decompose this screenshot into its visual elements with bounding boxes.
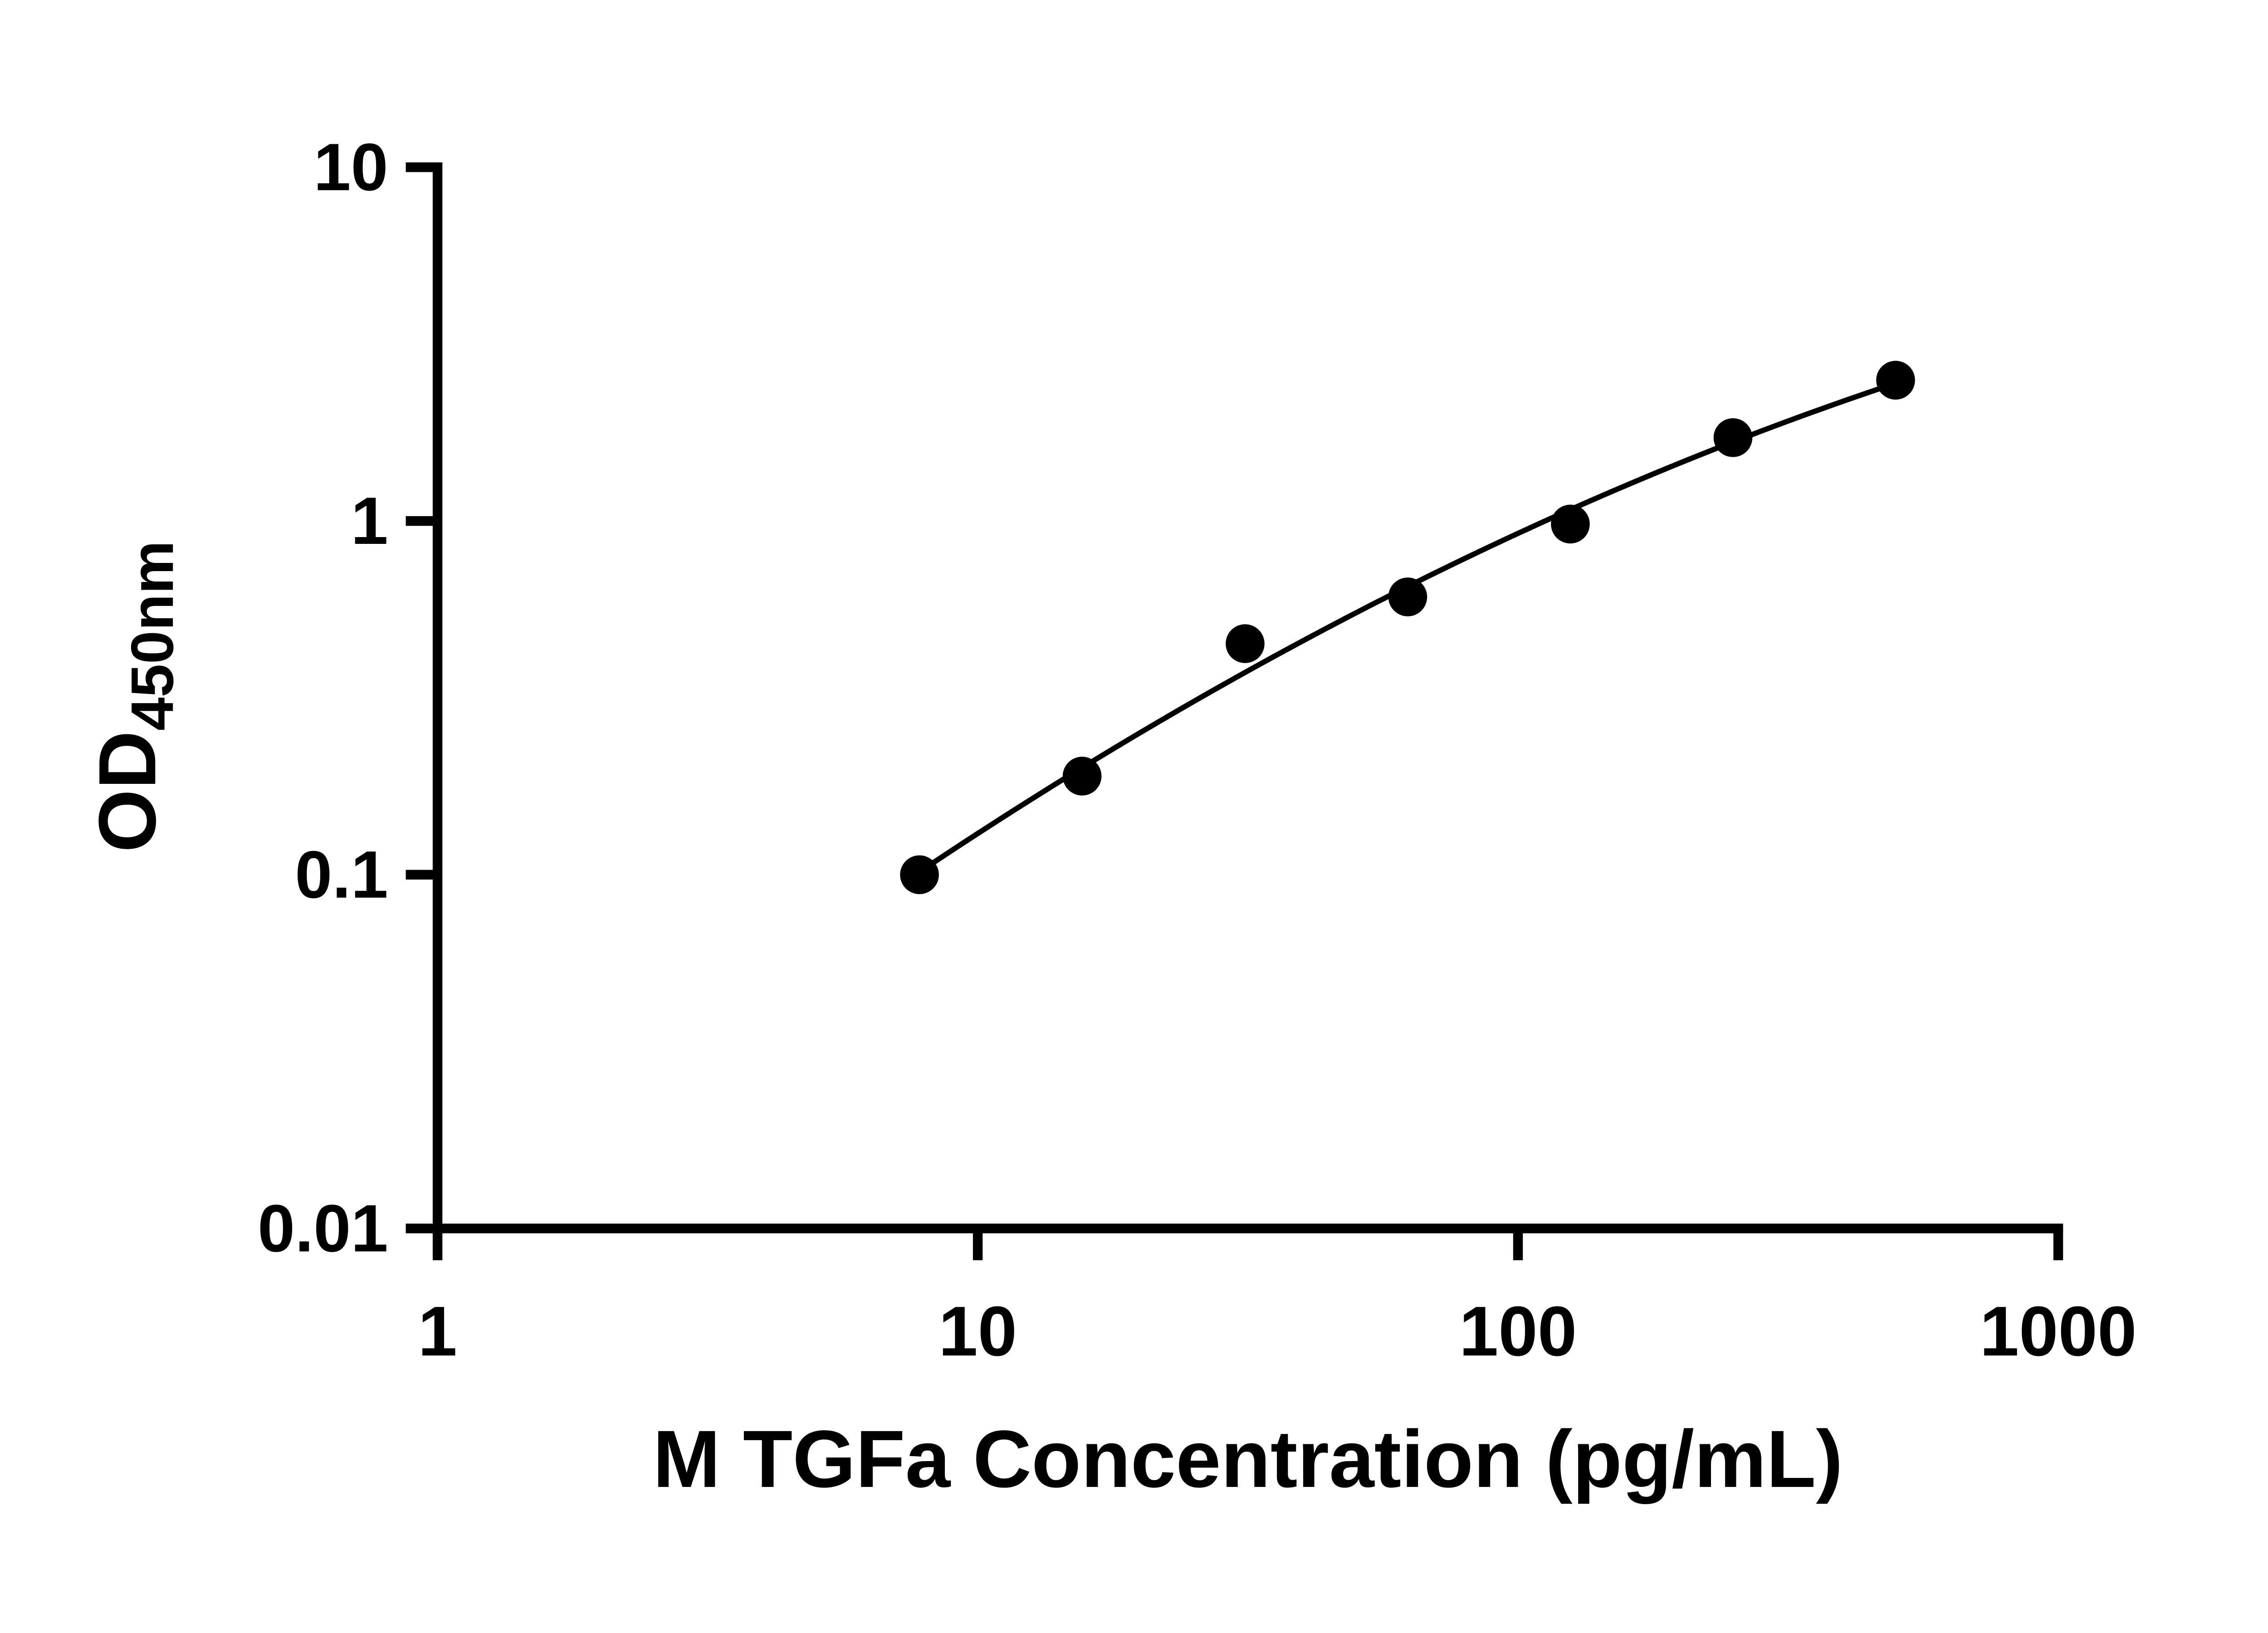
data-point — [1388, 577, 1427, 616]
data-point — [1876, 361, 1915, 400]
x-tick-label: 10 — [938, 1291, 1017, 1370]
x-tick-label: 100 — [1459, 1291, 1577, 1370]
x-axis-title: M TGFa Concentration (pg/mL) — [653, 1413, 1843, 1504]
y-tick-label: 1 — [351, 484, 388, 558]
data-point — [1062, 757, 1102, 796]
y-axis-title: OD450nm — [82, 541, 186, 852]
y-tick-label: 0.01 — [258, 1191, 388, 1266]
data-point — [1713, 418, 1753, 457]
fit-curve — [918, 381, 1897, 874]
y-tick-label: 10 — [313, 130, 388, 205]
x-tick-label: 1 — [418, 1291, 457, 1370]
data-point — [900, 855, 939, 895]
data-point — [1226, 624, 1265, 663]
data-point — [1551, 504, 1590, 544]
y-tick-label: 0.1 — [295, 837, 388, 912]
x-tick-label: 1000 — [1980, 1291, 2136, 1370]
